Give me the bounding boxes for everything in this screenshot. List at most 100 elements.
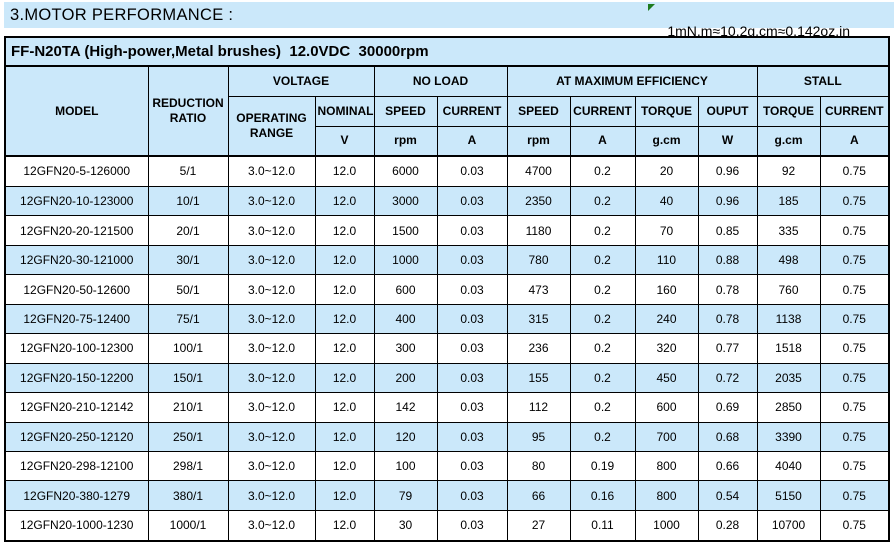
cell-reduction-ratio: 50/1 [147, 274, 229, 305]
cell-max-eff-current: 0.2 [569, 362, 636, 394]
col-group-no-load: NO LOAD [373, 65, 508, 97]
cell-stall-torque: 4040 [756, 451, 821, 482]
cell-stall-current: 0.75 [819, 421, 890, 453]
cell-max-eff-speed: 4700 [506, 155, 571, 187]
cell-model: 12GFN20-10-123000 [4, 185, 149, 217]
table-caption: FF-N20TA (High-power,Metal brushes) 12.0… [4, 36, 890, 67]
cell-max-eff-current: 0.2 [569, 392, 636, 423]
unit-conversion-text: 1mN.m≈10.2g.cm≈0.142oz.in [667, 23, 850, 39]
cell-max-eff-current: 0.2 [569, 421, 636, 453]
cell-max-eff-current: 0.19 [569, 451, 636, 482]
cell-no-load-current: 0.03 [436, 333, 508, 364]
cell-no-load-speed: 1000 [373, 244, 438, 276]
cell-operating-range: 3.0~12.0 [227, 509, 316, 542]
table-row: 12GFN20-30-121000 30/1 3.0~12.0 12.0 1000 0.0… [4, 244, 890, 276]
unit-nominal-v: V [314, 125, 375, 157]
cell-no-load-current: 0.03 [436, 362, 508, 394]
cell-stall-current: 0.75 [819, 333, 890, 364]
cell-stall-current: 0.75 [819, 215, 890, 246]
cell-max-eff-output: 0.28 [697, 509, 758, 542]
cell-nominal-voltage: 12.0 [314, 333, 375, 364]
table-body: 12GFN20-5-126000 5/1 3.0~12.0 12.0 6000 0.03 4… [4, 155, 890, 542]
cell-stall-torque: 1518 [756, 333, 821, 364]
table-row: 12GFN20-210-12142 210/1 3.0~12.0 12.0 142 0.0… [4, 392, 890, 423]
cell-max-eff-output: 0.78 [697, 274, 758, 305]
cell-no-load-current: 0.03 [436, 215, 508, 246]
cell-max-eff-torque: 800 [634, 480, 699, 511]
table-row: 12GFN20-100-12300 100/1 3.0~12.0 12.0 300 0.0… [4, 333, 890, 364]
col-header-maxeff-torque: TORQUE [634, 95, 699, 127]
cell-no-load-speed: 400 [373, 303, 438, 335]
cell-nominal-voltage: 12.0 [314, 421, 375, 453]
cell-max-eff-output: 0.72 [697, 362, 758, 394]
cell-max-eff-torque: 240 [634, 303, 699, 335]
cell-model: 12GFN20-100-12300 [4, 333, 149, 364]
cell-no-load-speed: 600 [373, 274, 438, 305]
table-row: 12GFN20-10-123000 10/1 3.0~12.0 12.0 3000 0.0… [4, 185, 890, 217]
cell-max-eff-torque: 160 [634, 274, 699, 305]
cell-operating-range: 3.0~12.0 [227, 392, 316, 423]
cell-reduction-ratio: 100/1 [147, 333, 229, 364]
table-row: 12GFN20-380-1279 380/1 3.0~12.0 12.0 79 0.03 6… [4, 480, 890, 511]
cell-max-eff-torque: 20 [634, 155, 699, 187]
cell-model: 12GFN20-298-12100 [4, 451, 149, 482]
col-group-stall: STALL [756, 65, 890, 97]
cell-operating-range: 3.0~12.0 [227, 155, 316, 187]
cell-no-load-speed: 120 [373, 421, 438, 453]
cell-no-load-current: 0.03 [436, 274, 508, 305]
cell-stall-current: 0.75 [819, 303, 890, 335]
cell-nominal-voltage: 12.0 [314, 274, 375, 305]
cell-nominal-voltage: 12.0 [314, 509, 375, 542]
cell-reduction-ratio: 5/1 [147, 155, 229, 187]
cell-nominal-voltage: 12.0 [314, 392, 375, 423]
cell-max-eff-output: 0.96 [697, 155, 758, 187]
cell-no-load-speed: 142 [373, 392, 438, 423]
cell-max-eff-speed: 80 [506, 451, 571, 482]
cell-stall-current: 0.75 [819, 480, 890, 511]
cell-operating-range: 3.0~12.0 [227, 362, 316, 394]
title-strip: 3.MOTOR PERFORMANCE : 1mN.m≈10.2g.cm≈0.1… [4, 2, 894, 39]
col-group-voltage: VOLTAGE [227, 65, 375, 97]
cell-nominal-voltage: 12.0 [314, 362, 375, 394]
table-row: 12GFN20-5-126000 5/1 3.0~12.0 12.0 6000 0.03 4… [4, 155, 890, 187]
cell-model: 12GFN20-30-121000 [4, 244, 149, 276]
cell-nominal-voltage: 12.0 [314, 155, 375, 187]
unit-maxeff-current-a: A [569, 125, 636, 157]
col-group-max-efficiency: AT MAXIMUM EFFICIENCY [506, 65, 758, 97]
col-header-nominal: NOMINAL [314, 95, 375, 127]
cell-nominal-voltage: 12.0 [314, 451, 375, 482]
cell-reduction-ratio: 20/1 [147, 215, 229, 246]
cell-stall-torque: 5150 [756, 480, 821, 511]
cell-stall-current: 0.75 [819, 185, 890, 217]
cell-max-eff-torque: 450 [634, 362, 699, 394]
cell-max-eff-torque: 600 [634, 392, 699, 423]
cell-nominal-voltage: 12.0 [314, 185, 375, 217]
unit-noload-speed-rpm: rpm [373, 125, 438, 157]
cell-max-eff-current: 0.2 [569, 215, 636, 246]
header-label-row: OPERATING RANGE NOMINAL SPEED CURRENT SP… [5, 95, 890, 157]
cell-max-eff-speed: 1180 [506, 215, 571, 246]
cell-no-load-current: 0.03 [436, 392, 508, 423]
col-header-maxeff-current: CURRENT [569, 95, 636, 127]
cell-max-eff-torque: 800 [634, 451, 699, 482]
cell-stall-torque: 2035 [756, 362, 821, 394]
cell-stall-torque: 760 [756, 274, 821, 305]
cell-reduction-ratio: 150/1 [147, 362, 229, 394]
cell-operating-range: 3.0~12.0 [227, 303, 316, 335]
table-row: 12GFN20-1000-1230 1000/1 3.0~12.0 12.0 30 0.0… [4, 509, 890, 542]
cell-stall-torque: 3390 [756, 421, 821, 453]
cell-reduction-ratio: 10/1 [147, 185, 229, 217]
unit-stall-torque-gcm: g.cm [756, 125, 821, 157]
cell-reduction-ratio: 380/1 [147, 480, 229, 511]
table-row: 12GFN20-298-12100 298/1 3.0~12.0 12.0 100 0.0… [4, 451, 890, 482]
table-row: 12GFN20-20-121500 20/1 3.0~12.0 12.0 1500 0.0… [4, 215, 890, 246]
cell-max-eff-output: 0.88 [697, 244, 758, 276]
cell-max-eff-current: 0.16 [569, 480, 636, 511]
cell-max-eff-current: 0.2 [569, 303, 636, 335]
cell-operating-range: 3.0~12.0 [227, 333, 316, 364]
cell-stall-current: 0.75 [819, 392, 890, 423]
cell-no-load-current: 0.03 [436, 451, 508, 482]
cell-operating-range: 3.0~12.0 [227, 274, 316, 305]
cell-reduction-ratio: 250/1 [147, 421, 229, 453]
col-header-noload-speed: SPEED [373, 95, 438, 127]
